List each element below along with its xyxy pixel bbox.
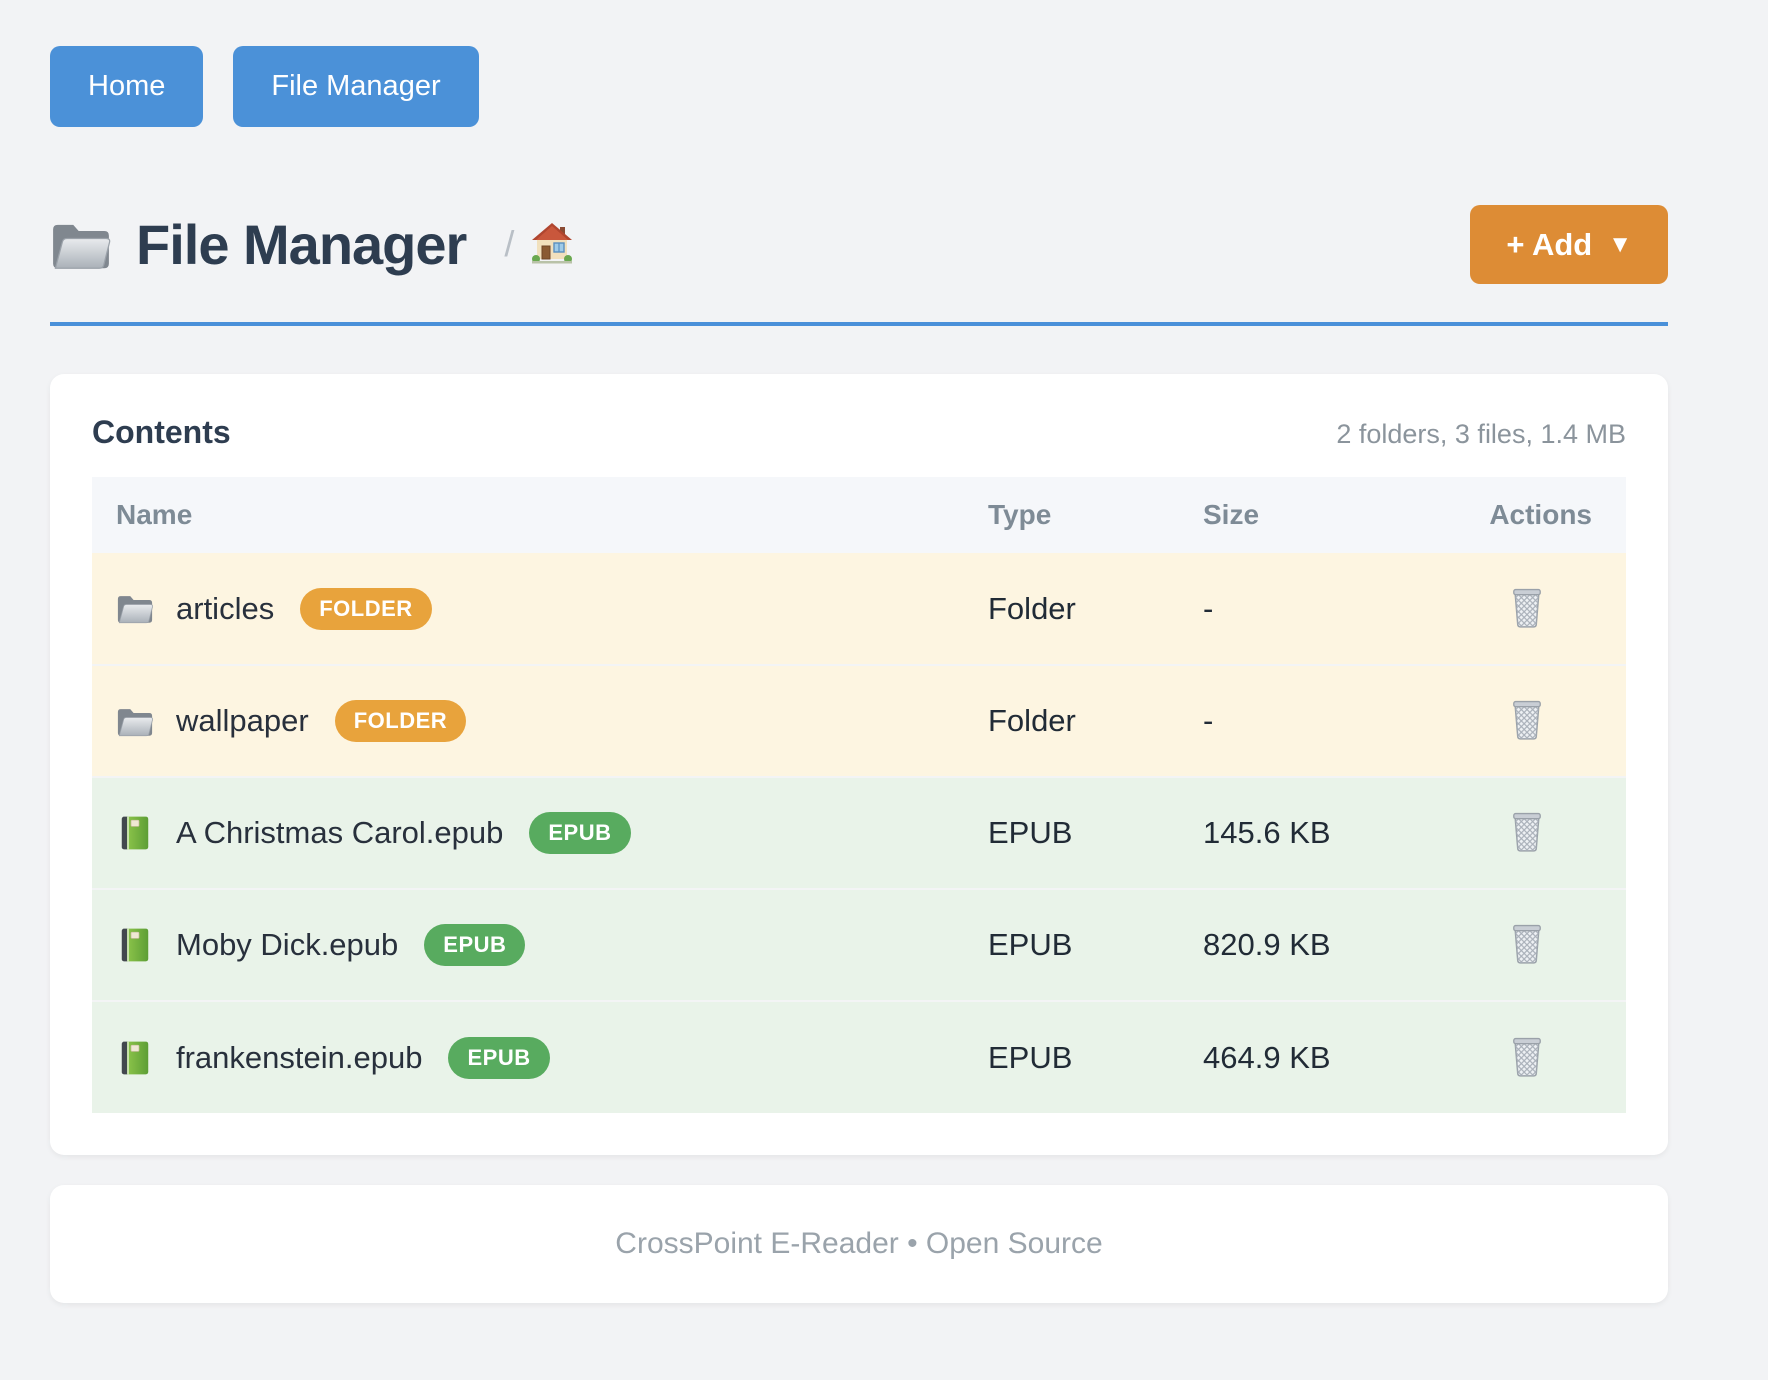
column-header-name: Name bbox=[92, 477, 964, 553]
file-type: EPUB bbox=[988, 927, 1073, 962]
trash-icon bbox=[1510, 586, 1544, 628]
row-icon bbox=[116, 705, 154, 738]
delete-button[interactable] bbox=[1506, 582, 1548, 632]
file-name[interactable]: articles bbox=[176, 590, 275, 626]
column-header-type: Type bbox=[964, 477, 1179, 553]
file-size: 464.9 KB bbox=[1203, 1039, 1331, 1075]
page-header: File Manager / + Add ▼ bbox=[50, 205, 1668, 284]
table-row[interactable]: A Christmas Carol.epub EPUB EPUB 145.6 K… bbox=[92, 777, 1626, 889]
table-row[interactable]: frankenstein.epub EPUB EPUB 464.9 KB bbox=[92, 1001, 1626, 1113]
file-type-badge: FOLDER bbox=[334, 700, 467, 742]
breadcrumb-separator: / bbox=[504, 222, 515, 264]
file-manager-page: Home File Manager File Manager / + Add ▼… bbox=[50, 46, 1668, 1303]
delete-button[interactable] bbox=[1506, 918, 1548, 968]
table-row[interactable]: articles FOLDER Folder - bbox=[92, 553, 1626, 665]
row-icon bbox=[116, 814, 154, 852]
contents-summary: 2 folders, 3 files, 1.4 MB bbox=[1336, 419, 1626, 449]
folder-icon bbox=[116, 705, 154, 738]
file-size: 820.9 KB bbox=[1203, 927, 1331, 962]
home-button[interactable]: Home bbox=[50, 46, 204, 127]
contents-card: Contents 2 folders, 3 files, 1.4 MB Name… bbox=[50, 374, 1668, 1155]
table-body: articles FOLDER Folder - wallpaper FOLDE… bbox=[92, 553, 1626, 1113]
book-icon bbox=[120, 926, 150, 964]
page-title: File Manager bbox=[136, 213, 467, 276]
delete-button[interactable] bbox=[1506, 694, 1548, 744]
file-type: Folder bbox=[988, 590, 1076, 626]
title-divider bbox=[50, 322, 1668, 326]
table-header-row: Name Type Size Actions bbox=[92, 477, 1626, 553]
table-row[interactable]: Moby Dick.epub EPUB EPUB 820.9 KB bbox=[92, 889, 1626, 1001]
trash-icon bbox=[1510, 698, 1544, 740]
file-size: - bbox=[1203, 703, 1214, 738]
trash-icon bbox=[1510, 810, 1544, 852]
row-icon bbox=[116, 926, 154, 964]
row-icon bbox=[116, 1039, 154, 1077]
row-icon bbox=[116, 592, 154, 625]
contents-heading: Contents bbox=[92, 414, 231, 450]
delete-button[interactable] bbox=[1506, 1031, 1548, 1081]
file-type-badge: EPUB bbox=[424, 924, 526, 966]
chevron-down-icon: ▼ bbox=[1608, 230, 1632, 258]
file-type: Folder bbox=[988, 703, 1076, 738]
book-icon bbox=[120, 814, 150, 852]
file-type: EPUB bbox=[988, 1039, 1073, 1075]
file-name[interactable]: frankenstein.epub bbox=[176, 1039, 423, 1075]
file-type-badge: EPUB bbox=[529, 812, 631, 854]
file-size: 145.6 KB bbox=[1203, 815, 1331, 850]
house-icon[interactable] bbox=[530, 221, 574, 265]
trash-icon bbox=[1510, 1035, 1544, 1077]
table-row[interactable]: wallpaper FOLDER Folder - bbox=[92, 665, 1626, 777]
folder-icon bbox=[116, 592, 154, 625]
footer-text: CrossPoint E-Reader • Open Source bbox=[615, 1227, 1103, 1260]
book-icon bbox=[120, 1039, 150, 1077]
file-type: EPUB bbox=[988, 815, 1073, 850]
add-button[interactable]: + Add ▼ bbox=[1470, 205, 1668, 284]
file-type-badge: FOLDER bbox=[300, 587, 432, 630]
breadcrumb: / bbox=[504, 221, 574, 269]
file-type-badge: EPUB bbox=[448, 1036, 550, 1079]
folder-icon bbox=[50, 218, 112, 272]
files-table: Name Type Size Actions articles FOLDER F… bbox=[92, 477, 1626, 1113]
top-nav: Home File Manager bbox=[50, 46, 1668, 127]
file-name[interactable]: Moby Dick.epub bbox=[176, 927, 399, 962]
add-button-label: + Add bbox=[1506, 227, 1593, 262]
delete-button[interactable] bbox=[1506, 806, 1548, 856]
file-name[interactable]: A Christmas Carol.epub bbox=[176, 815, 504, 850]
file-size: - bbox=[1203, 590, 1214, 626]
column-header-size: Size bbox=[1179, 477, 1404, 553]
column-header-actions: Actions bbox=[1404, 477, 1626, 553]
footer: CrossPoint E-Reader • Open Source bbox=[50, 1185, 1668, 1303]
file-name[interactable]: wallpaper bbox=[176, 703, 309, 738]
trash-icon bbox=[1510, 922, 1544, 964]
file-manager-button[interactable]: File Manager bbox=[233, 46, 479, 127]
